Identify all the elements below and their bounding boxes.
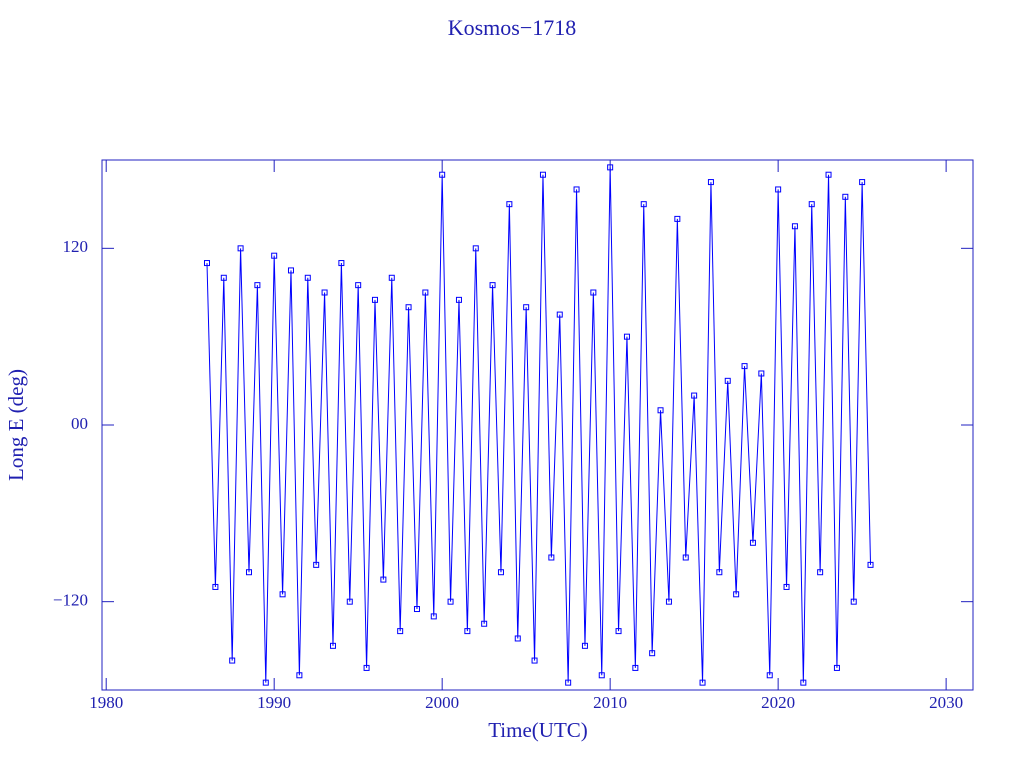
plot-frame — [101, 159, 974, 691]
point-marker — [548, 554, 555, 561]
point-marker — [741, 363, 748, 370]
point-marker — [682, 554, 689, 561]
point-marker — [833, 664, 840, 671]
x-tick-label: 2030 — [929, 693, 963, 712]
point-marker — [867, 561, 874, 568]
point-marker — [523, 304, 530, 311]
point-marker — [607, 164, 614, 171]
point-marker — [472, 245, 479, 252]
point-marker — [724, 377, 731, 384]
point-marker — [665, 598, 672, 605]
point-marker — [220, 274, 227, 281]
point-marker — [581, 642, 588, 649]
y-tick-label: −120 — [53, 591, 88, 610]
point-marker — [565, 679, 572, 686]
point-marker — [657, 407, 664, 414]
point-marker — [623, 333, 630, 340]
point-marker — [287, 267, 294, 274]
point-marker — [598, 672, 605, 679]
point-marker — [338, 260, 345, 267]
point-marker — [271, 252, 278, 259]
point-marker — [615, 628, 622, 635]
x-tick-label: 1980 — [89, 693, 123, 712]
point-marker — [842, 193, 849, 200]
point-marker — [229, 657, 236, 664]
x-axis-label: Time(UTC) — [488, 718, 588, 742]
point-marker — [212, 583, 219, 590]
point-marker — [699, 679, 706, 686]
point-marker — [716, 569, 723, 576]
point-marker — [346, 598, 353, 605]
point-marker — [859, 179, 866, 186]
point-marker — [313, 561, 320, 568]
point-marker — [632, 664, 639, 671]
point-marker — [791, 223, 798, 230]
y-tick-label: 00 — [71, 414, 88, 433]
point-marker — [573, 186, 580, 193]
point-marker — [808, 201, 815, 208]
point-marker — [489, 282, 496, 289]
point-marker — [279, 591, 286, 598]
point-marker — [237, 245, 244, 252]
point-marker — [397, 628, 404, 635]
point-marker — [766, 672, 773, 679]
point-marker — [481, 620, 488, 627]
x-tick-label: 2020 — [761, 693, 795, 712]
point-marker — [539, 171, 546, 178]
point-marker — [371, 296, 378, 303]
point-marker — [707, 179, 714, 186]
point-marker — [649, 650, 656, 657]
point-marker — [775, 186, 782, 193]
point-marker — [304, 274, 311, 281]
point-marker — [413, 606, 420, 613]
point-marker — [531, 657, 538, 664]
point-marker — [430, 613, 437, 620]
point-marker — [245, 569, 252, 576]
point-marker — [850, 598, 857, 605]
point-marker — [329, 642, 336, 649]
point-marker — [733, 591, 740, 598]
point-marker — [363, 664, 370, 671]
point-marker — [640, 201, 647, 208]
point-marker — [590, 289, 597, 296]
point-marker — [321, 289, 328, 296]
point-marker — [296, 672, 303, 679]
y-tick-label: 120 — [63, 237, 89, 256]
point-marker — [783, 583, 790, 590]
point-marker — [556, 311, 563, 318]
point-marker — [674, 215, 681, 222]
point-marker — [464, 628, 471, 635]
point-marker — [497, 569, 504, 576]
point-marker — [203, 260, 210, 267]
point-marker — [422, 289, 429, 296]
point-marker — [749, 539, 756, 546]
point-marker — [439, 171, 446, 178]
point-marker — [262, 679, 269, 686]
point-marker — [447, 598, 454, 605]
y-axis-label: Long E (deg) — [4, 369, 28, 481]
point-marker — [380, 576, 387, 583]
point-marker — [455, 296, 462, 303]
point-marker — [817, 569, 824, 576]
x-tick-label: 2000 — [425, 693, 459, 712]
point-marker — [405, 304, 412, 311]
x-tick-label: 1990 — [257, 693, 291, 712]
point-marker — [506, 201, 513, 208]
point-marker — [825, 171, 832, 178]
point-marker — [388, 274, 395, 281]
point-marker — [254, 282, 261, 289]
point-marker — [355, 282, 362, 289]
x-tick-label: 2010 — [593, 693, 627, 712]
point-marker — [691, 392, 698, 399]
point-marker — [514, 635, 521, 642]
series-line — [206, 167, 872, 683]
point-marker — [800, 679, 807, 686]
point-marker — [758, 370, 765, 377]
chart-title: Kosmos−1718 — [448, 15, 577, 40]
